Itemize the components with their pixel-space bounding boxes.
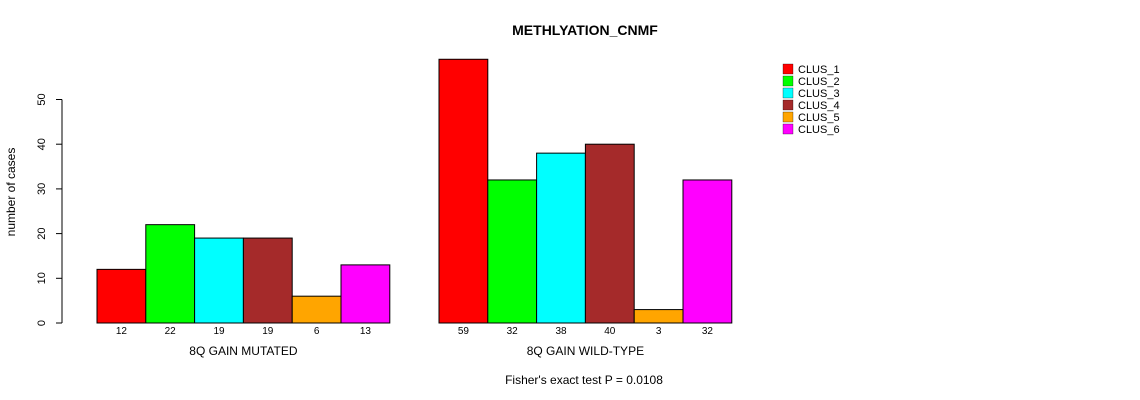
bar-1-2 <box>145 224 196 324</box>
bar-2-6 <box>682 179 733 324</box>
bar-count-label: 22 <box>165 326 177 337</box>
bar-count-label: 19 <box>262 326 274 337</box>
y-tick-label: 10 <box>36 272 48 284</box>
y-tick-label: 0 <box>36 320 48 326</box>
y-tick-label: 20 <box>36 227 48 239</box>
bar-count-label: 59 <box>458 326 470 337</box>
group-label: 8Q GAIN WILD-TYPE <box>527 344 644 358</box>
legend-label-4: CLUS_4 <box>798 100 840 112</box>
bar-1-3 <box>194 237 244 324</box>
y-axis-label: number of cases <box>4 148 18 237</box>
bar-1-6 <box>340 264 391 324</box>
bar-2-2 <box>487 179 538 324</box>
legend-label-6: CLUS_6 <box>798 124 840 136</box>
legend-swatch-1 <box>782 63 794 75</box>
legend-label-2: CLUS_2 <box>798 76 840 88</box>
bar-1-4 <box>242 237 293 324</box>
legend-swatch-4 <box>782 99 794 111</box>
y-tick-label: 50 <box>36 93 48 105</box>
legend-swatch-2 <box>782 75 794 87</box>
fisher-test-note: Fisher's exact test P = 0.0108 <box>505 373 663 387</box>
bars <box>96 58 733 324</box>
legend-label-3: CLUS_3 <box>798 88 840 100</box>
bar-count-label: 19 <box>213 326 225 337</box>
bar-count-label: 6 <box>314 326 320 337</box>
bar-count-label: 40 <box>604 326 616 337</box>
legend-swatch-5 <box>782 111 794 123</box>
legend-label-5: CLUS_5 <box>798 112 840 124</box>
bar-count-label: 13 <box>360 326 372 337</box>
group-labels: 8Q GAIN MUTATED 8Q GAIN WILD-TYPE <box>189 344 644 358</box>
bar-2-3 <box>536 152 586 324</box>
y-tick-label: 40 <box>36 138 48 150</box>
legend-label-1: CLUS_1 <box>798 64 840 76</box>
bar-2-5 <box>633 309 684 324</box>
legend-swatch-6 <box>782 123 794 135</box>
bar-count-label: 32 <box>507 326 519 337</box>
bar-1-5 <box>291 295 342 324</box>
y-tick-label: 30 <box>36 183 48 195</box>
legend-swatch-3 <box>782 87 794 99</box>
bar-count-label: 32 <box>702 326 714 337</box>
chart-title: METHLYATION_CNMF <box>512 22 658 38</box>
count-labels: 12 22 19 19 6 13 59 32 38 40 3 32 <box>116 326 714 337</box>
bar-1-1 <box>96 268 147 324</box>
bar-count-label: 12 <box>116 326 128 337</box>
bar-2-1 <box>438 58 489 324</box>
y-axis: 0 10 20 30 40 50 <box>36 93 63 326</box>
bar-count-label: 38 <box>555 326 567 337</box>
bar-2-4 <box>584 143 635 324</box>
bar-count-label: 3 <box>656 326 662 337</box>
group-label: 8Q GAIN MUTATED <box>189 344 298 358</box>
